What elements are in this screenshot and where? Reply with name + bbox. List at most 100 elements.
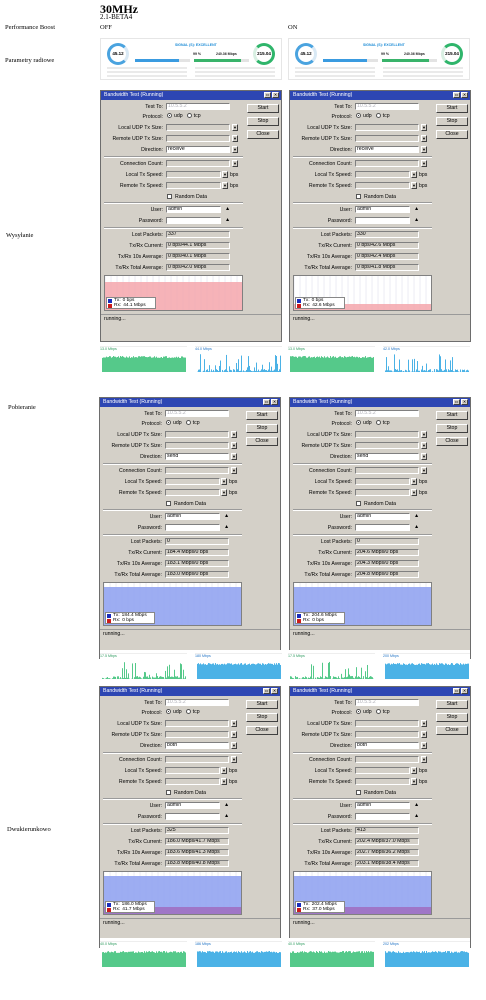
user-input[interactable]: admin xyxy=(165,513,220,520)
chevron-down-icon[interactable]: ▼ xyxy=(411,767,417,774)
direction-select[interactable]: both xyxy=(165,742,229,749)
password-input[interactable] xyxy=(355,217,410,224)
close-icon[interactable]: ✕ xyxy=(461,688,468,694)
direction-select[interactable]: send xyxy=(165,453,229,460)
chevron-up-icon[interactable]: ▲ xyxy=(414,513,420,519)
direction-select[interactable]: receive xyxy=(355,146,419,153)
stop-button[interactable]: Stop xyxy=(436,713,468,722)
window-titlebar[interactable]: Bandwidth Test (Running) ▭ ✕ xyxy=(290,91,470,100)
local-udp-size-input[interactable] xyxy=(165,720,229,727)
remote-udp-size-input[interactable] xyxy=(166,135,230,142)
close-button[interactable]: Close xyxy=(436,130,468,139)
protocol-udp-radio[interactable] xyxy=(166,709,171,715)
connection-count-input[interactable] xyxy=(355,756,419,763)
direction-select[interactable]: both xyxy=(355,742,419,749)
connection-count-input[interactable] xyxy=(165,756,229,763)
remote-udp-size-input[interactable] xyxy=(165,731,229,738)
chevron-down-icon[interactable]: ▼ xyxy=(411,171,417,178)
chevron-down-icon[interactable]: ▼ xyxy=(421,431,427,438)
minimize-icon[interactable]: ▭ xyxy=(264,92,271,98)
start-button[interactable]: Start xyxy=(436,411,468,420)
remote-udp-size-input[interactable] xyxy=(355,135,419,142)
chevron-down-icon[interactable]: ▼ xyxy=(421,135,427,142)
test-to-input[interactable]: 10.5.5.2 xyxy=(355,699,419,706)
connection-count-input[interactable] xyxy=(355,467,419,474)
remote-tx-speed-input[interactable] xyxy=(355,778,410,785)
protocol-udp-radio[interactable] xyxy=(356,709,361,715)
stop-button[interactable]: Stop xyxy=(246,713,278,722)
chevron-down-icon[interactable]: ▼ xyxy=(221,778,227,785)
direction-select[interactable]: receive xyxy=(166,146,230,153)
chevron-down-icon[interactable]: ▼ xyxy=(232,124,238,131)
window-titlebar[interactable]: Bandwidth Test (Running) ▭ ✕ xyxy=(290,687,470,696)
user-input[interactable]: admin xyxy=(355,802,410,809)
chevron-up-icon[interactable]: ▲ xyxy=(414,206,420,212)
close-button[interactable]: Close xyxy=(436,437,468,446)
start-button[interactable]: Start xyxy=(436,104,468,113)
chevron-up-icon[interactable]: ▲ xyxy=(225,217,231,223)
chevron-up-icon[interactable]: ▲ xyxy=(224,813,230,819)
chevron-down-icon[interactable]: ▼ xyxy=(421,124,427,131)
chevron-down-icon[interactable]: ▼ xyxy=(222,182,228,189)
direction-select[interactable]: send xyxy=(355,453,419,460)
protocol-udp-radio[interactable] xyxy=(356,420,361,426)
chevron-down-icon[interactable]: ▼ xyxy=(232,135,238,142)
user-input[interactable]: admin xyxy=(166,206,221,213)
chevron-down-icon[interactable]: ▼ xyxy=(231,431,237,438)
local-tx-speed-input[interactable] xyxy=(166,171,221,178)
chevron-up-icon[interactable]: ▲ xyxy=(414,813,420,819)
random-data-checkbox[interactable] xyxy=(356,790,361,795)
protocol-udp-radio[interactable] xyxy=(356,113,361,119)
chevron-down-icon[interactable]: ▼ xyxy=(221,767,227,774)
local-udp-size-input[interactable] xyxy=(355,124,419,131)
protocol-tcp-radio[interactable] xyxy=(375,420,381,426)
chevron-up-icon[interactable]: ▲ xyxy=(414,524,420,530)
protocol-tcp-radio[interactable] xyxy=(375,709,381,715)
chevron-down-icon[interactable]: ▼ xyxy=(221,489,227,496)
chevron-up-icon[interactable]: ▲ xyxy=(224,524,230,530)
chevron-up-icon[interactable]: ▲ xyxy=(224,513,230,519)
remote-tx-speed-input[interactable] xyxy=(166,182,221,189)
start-button[interactable]: Start xyxy=(247,104,279,113)
remote-tx-speed-input[interactable] xyxy=(355,489,410,496)
local-tx-speed-input[interactable] xyxy=(355,767,410,774)
protocol-udp-radio[interactable] xyxy=(166,420,171,426)
chevron-down-icon[interactable]: ▼ xyxy=(231,453,237,460)
test-to-input[interactable]: 10.5.5.2 xyxy=(165,699,229,706)
close-icon[interactable]: ✕ xyxy=(461,92,468,98)
close-icon[interactable]: ✕ xyxy=(271,399,278,405)
chevron-down-icon[interactable]: ▼ xyxy=(411,182,417,189)
random-data-checkbox[interactable] xyxy=(166,501,171,506)
random-data-checkbox[interactable] xyxy=(356,501,361,506)
chevron-up-icon[interactable]: ▲ xyxy=(225,206,231,212)
test-to-input[interactable]: 10.5.5.2 xyxy=(165,410,229,417)
window-titlebar[interactable]: Bandwidth Test (Running) ▭ ✕ xyxy=(290,398,470,407)
user-input[interactable]: admin xyxy=(355,513,410,520)
remote-tx-speed-input[interactable] xyxy=(165,489,220,496)
test-to-input[interactable]: 10.5.5.2 xyxy=(355,410,419,417)
chevron-down-icon[interactable]: ▼ xyxy=(411,778,417,785)
password-input[interactable] xyxy=(165,813,220,820)
window-titlebar[interactable]: Bandwidth Test (Running) ▭ ✕ xyxy=(100,687,280,696)
user-input[interactable]: admin xyxy=(165,802,220,809)
close-icon[interactable]: ✕ xyxy=(271,688,278,694)
start-button[interactable]: Start xyxy=(246,700,278,709)
remote-udp-size-input[interactable] xyxy=(355,731,419,738)
chevron-down-icon[interactable]: ▼ xyxy=(421,742,427,749)
close-button[interactable]: Close xyxy=(247,130,279,139)
close-button[interactable]: Close xyxy=(436,726,468,735)
local-tx-speed-input[interactable] xyxy=(165,767,220,774)
close-icon[interactable]: ✕ xyxy=(272,92,279,98)
minimize-icon[interactable]: ▭ xyxy=(453,92,460,98)
test-to-input[interactable]: 10.5.5.2 xyxy=(166,103,230,110)
chevron-down-icon[interactable]: ▼ xyxy=(421,442,427,449)
start-button[interactable]: Start xyxy=(246,411,278,420)
chevron-up-icon[interactable]: ▲ xyxy=(414,217,420,223)
protocol-tcp-radio[interactable] xyxy=(375,113,381,119)
chevron-down-icon[interactable]: ▼ xyxy=(421,160,427,167)
chevron-down-icon[interactable]: ▼ xyxy=(221,478,227,485)
protocol-udp-radio[interactable] xyxy=(167,113,172,119)
close-icon[interactable]: ✕ xyxy=(461,399,468,405)
remote-udp-size-input[interactable] xyxy=(165,442,229,449)
user-input[interactable]: admin xyxy=(355,206,410,213)
